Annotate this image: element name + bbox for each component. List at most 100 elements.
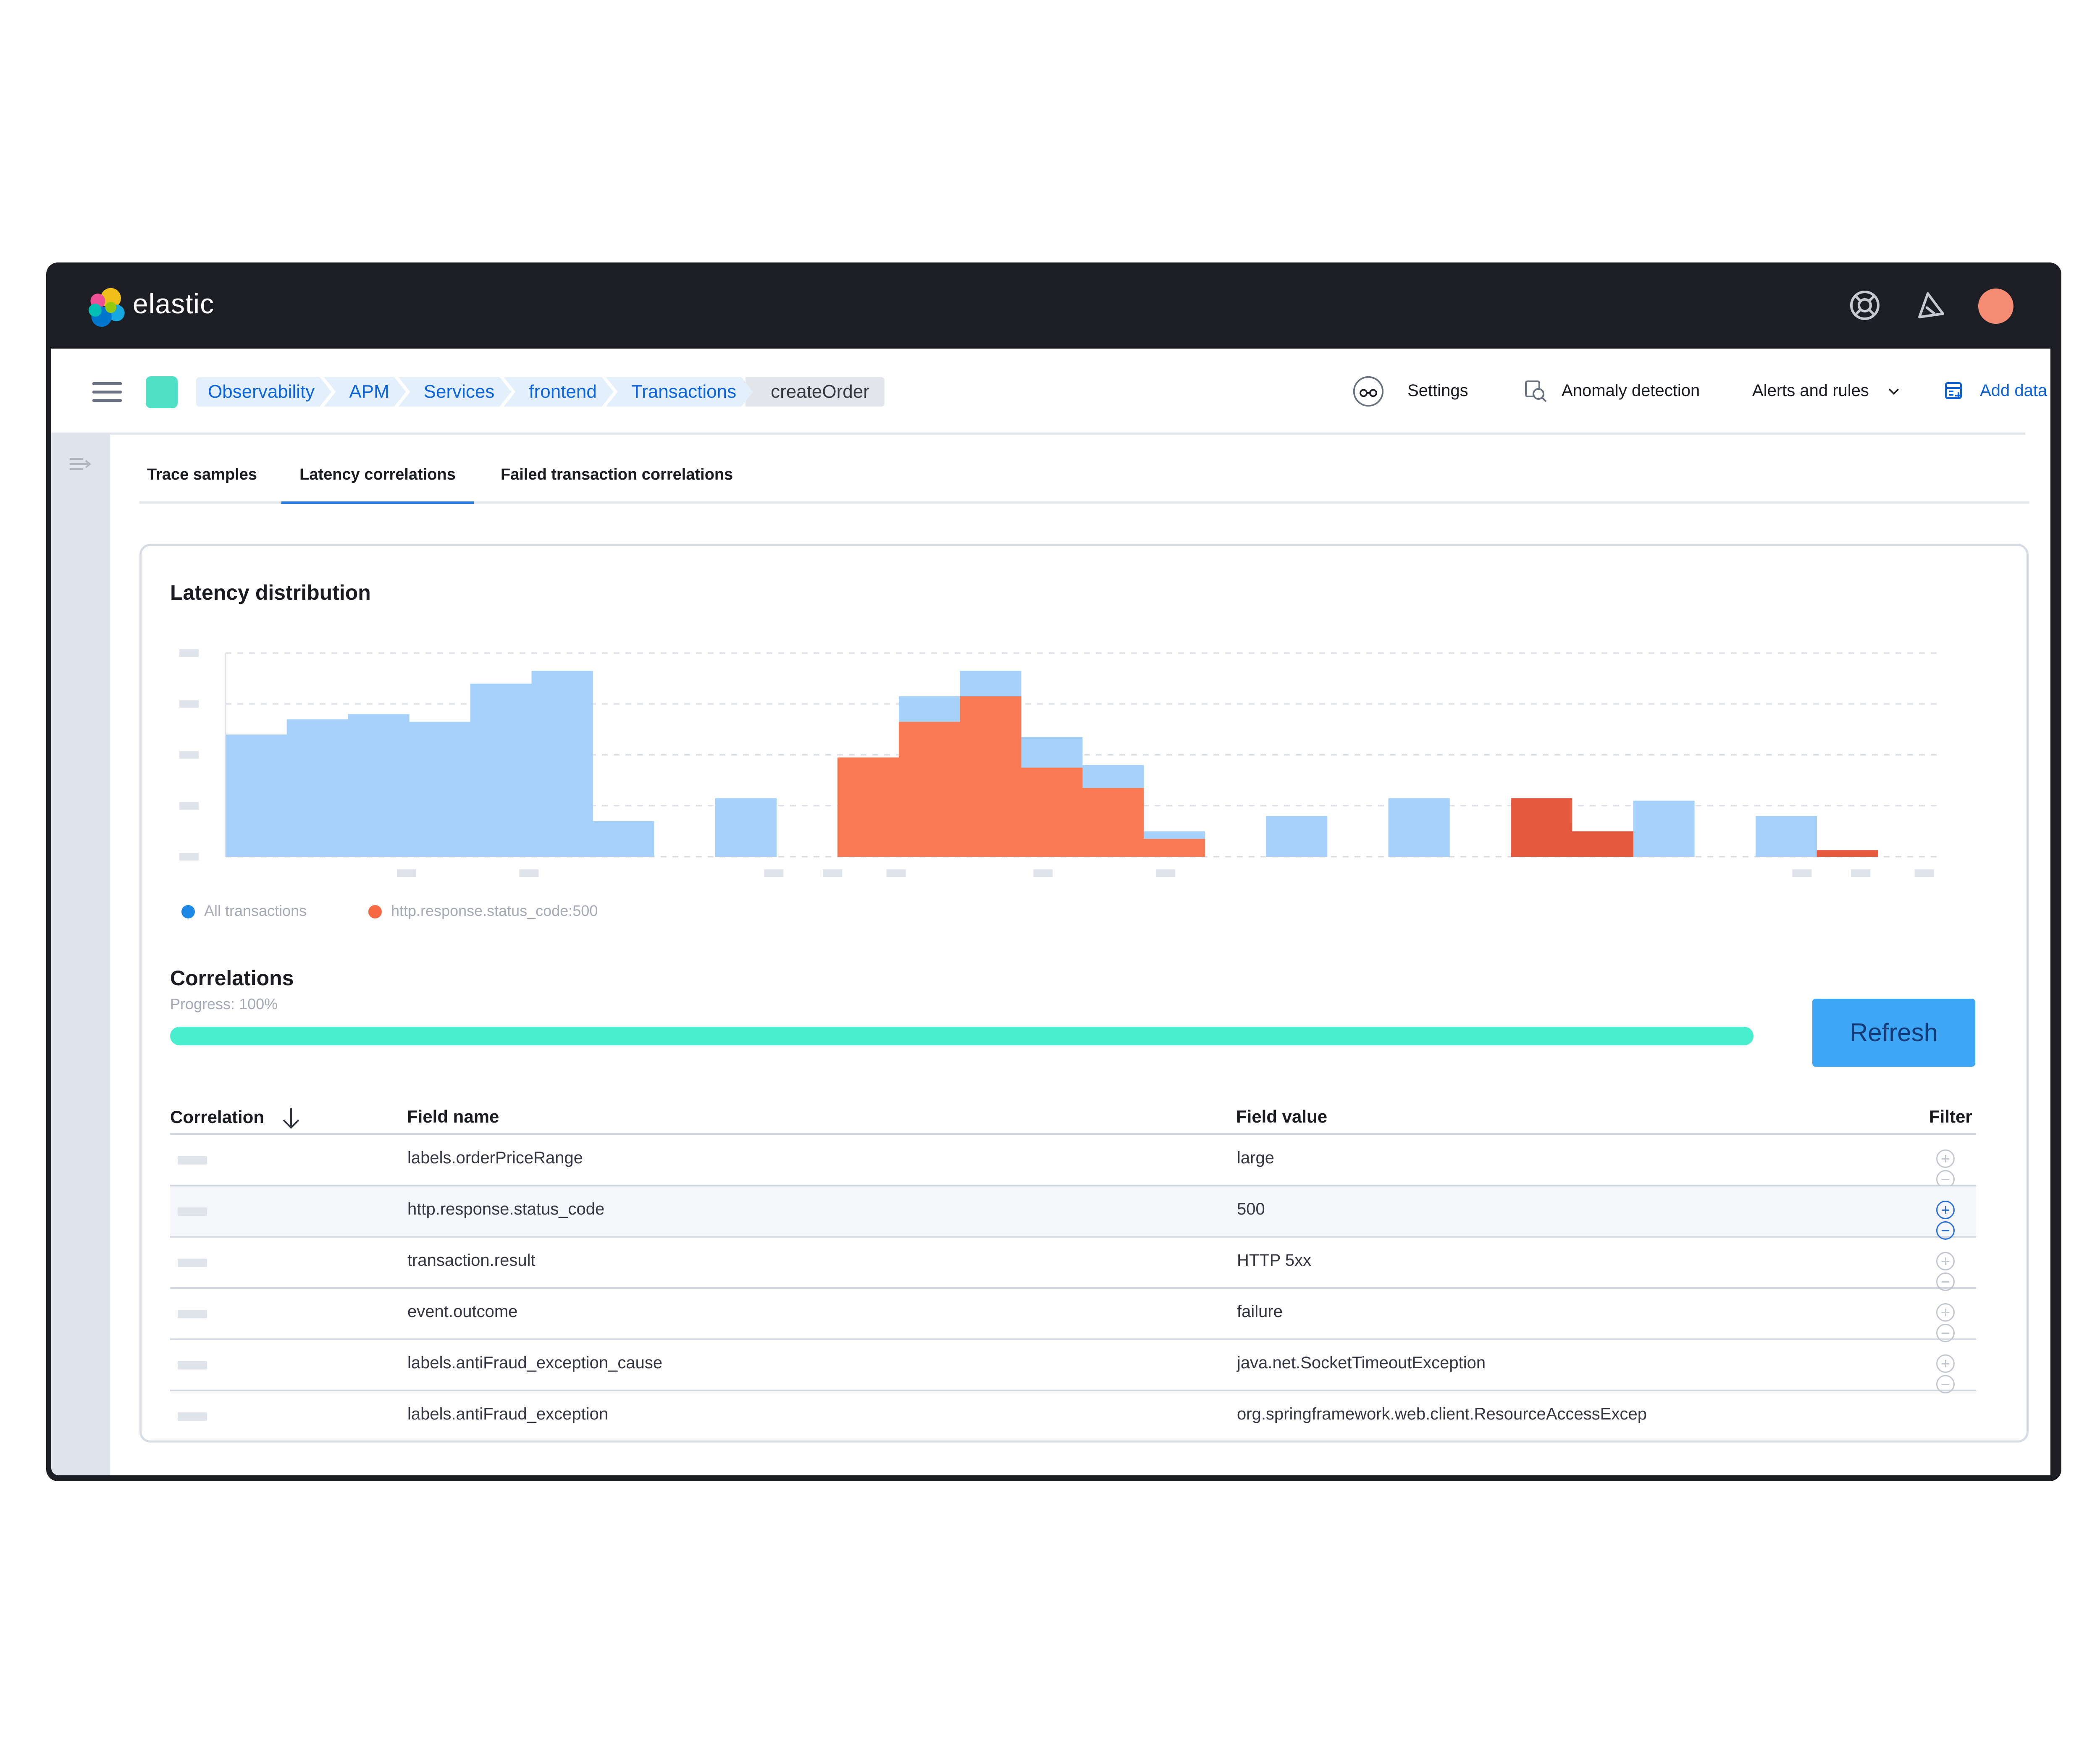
anomaly-detection-label: Anomaly detection xyxy=(1562,381,1700,400)
field-value: failure xyxy=(1237,1302,1283,1321)
breadcrumb-services[interactable]: Services xyxy=(399,377,512,407)
breadcrumb-observability[interactable]: Observability xyxy=(196,377,331,407)
progress-label: Progress: 100% xyxy=(170,995,278,1013)
filter-in-icon[interactable] xyxy=(1936,1303,1955,1322)
bar-all-transactions xyxy=(1388,798,1450,857)
bar-status-500 xyxy=(960,696,1021,857)
bar-all-transactions xyxy=(226,735,287,857)
table-row[interactable]: http.response.status_code 500 xyxy=(170,1186,1976,1240)
filter-in-icon[interactable] xyxy=(1936,1149,1955,1168)
filter-in-icon[interactable] xyxy=(1936,1252,1955,1270)
latency-distribution-title: Latency distribution xyxy=(170,581,371,604)
table-row[interactable]: event.outcome failure xyxy=(170,1289,1976,1342)
settings-label: Settings xyxy=(1407,381,1468,400)
bar-all-transactions xyxy=(1755,816,1817,857)
alerts-rules-menu[interactable]: Alerts and rules xyxy=(1752,374,1901,407)
x-tick-placeholder xyxy=(1155,869,1175,877)
top-bar: elastic xyxy=(46,262,2061,349)
correlation-value-placeholder xyxy=(178,1310,207,1318)
filter-actions xyxy=(1936,1354,1976,1396)
bar-status-500 xyxy=(1021,767,1083,857)
breadcrumb-frontend[interactable]: frontend xyxy=(504,377,613,407)
filter-out-icon[interactable] xyxy=(1936,1170,1955,1189)
column-field-value[interactable]: Field value xyxy=(1236,1107,1328,1126)
legend-status-500[interactable]: http.response.status_code:500 xyxy=(368,902,598,920)
x-tick-placeholder xyxy=(397,869,416,877)
space-avatar[interactable] xyxy=(146,376,178,408)
tab-trace-samples[interactable]: Trace samples xyxy=(147,466,257,483)
table-header-divider xyxy=(170,1133,1976,1135)
legend-dot-orange xyxy=(368,905,382,919)
filter-out-icon[interactable] xyxy=(1936,1272,1955,1291)
side-nav xyxy=(51,435,110,1475)
filter-actions xyxy=(1936,1201,1976,1242)
field-value: 500 xyxy=(1237,1200,1265,1218)
filter-out-icon[interactable] xyxy=(1936,1324,1955,1342)
x-tick-placeholder xyxy=(1851,869,1871,877)
bar-all-transactions xyxy=(470,683,532,857)
breadcrumb: Observability APM Services frontend Tran… xyxy=(196,377,885,407)
bar-all-transactions xyxy=(1266,816,1328,857)
legend-all-transactions[interactable]: All transactions xyxy=(181,902,307,920)
filter-out-icon[interactable] xyxy=(1936,1221,1955,1240)
bar-status-500 xyxy=(1816,850,1878,857)
x-tick-placeholder xyxy=(764,869,784,877)
field-name: http.response.status_code xyxy=(407,1200,605,1218)
breadcrumb-apm[interactable]: APM xyxy=(324,377,406,407)
menu-icon[interactable] xyxy=(92,382,122,403)
field-value: HTTP 5xx xyxy=(1237,1251,1312,1270)
breadcrumb-transactions[interactable]: Transactions xyxy=(606,377,753,407)
bar-all-transactions xyxy=(286,719,348,857)
bar-all-transactions xyxy=(531,671,593,857)
legend-label-500: http.response.status_code:500 xyxy=(391,902,598,919)
settings-link[interactable]: Settings xyxy=(1352,374,1468,407)
y-tick-placeholder xyxy=(179,751,199,759)
app-window: elastic Observability APM Services front… xyxy=(46,262,2061,1481)
bar-status-500 xyxy=(898,722,961,857)
field-name: event.outcome xyxy=(407,1302,518,1321)
column-correlation[interactable]: Correlation xyxy=(170,1107,301,1130)
tab-latency-correlations[interactable]: Latency correlations xyxy=(281,454,474,504)
expand-nav-icon[interactable] xyxy=(68,456,93,472)
column-field-name[interactable]: Field name xyxy=(407,1107,499,1126)
field-name: transaction.result xyxy=(407,1251,536,1270)
chevron-down-icon xyxy=(1888,388,1899,395)
table-row[interactable]: transaction.result HTTP 5xx xyxy=(170,1238,1976,1291)
table-row[interactable]: labels.antiFraud_exception org.springfra… xyxy=(170,1391,1976,1441)
y-tick-placeholder xyxy=(179,700,199,708)
bar-all-transactions xyxy=(715,798,777,857)
progress-fill xyxy=(170,1027,1754,1045)
y-tick-placeholder xyxy=(179,649,199,657)
field-value: large xyxy=(1237,1149,1274,1167)
x-tick-placeholder xyxy=(519,869,539,877)
legend-dot-blue xyxy=(181,905,195,919)
anomaly-detection-link[interactable]: Anomaly detection xyxy=(1523,374,1700,407)
tab-failed-transaction-correlations[interactable]: Failed transaction correlations xyxy=(501,466,733,483)
legend-label-all: All transactions xyxy=(204,902,307,919)
sort-arrow-down-icon xyxy=(283,1108,299,1129)
correlation-value-placeholder xyxy=(178,1361,207,1370)
bar-all-transactions xyxy=(1633,800,1695,857)
filter-in-icon[interactable] xyxy=(1936,1201,1955,1219)
filter-out-icon[interactable] xyxy=(1936,1375,1955,1393)
x-tick-placeholder xyxy=(1792,869,1812,877)
elastic-logo-icon[interactable] xyxy=(84,284,130,331)
help-icon[interactable] xyxy=(1848,289,1882,322)
brand-name: elastic xyxy=(133,288,215,319)
filter-actions xyxy=(1936,1149,1976,1191)
bar-status-500 xyxy=(1143,839,1205,857)
field-value: org.springframework.web.client.ResourceA… xyxy=(1237,1405,1647,1423)
add-data-link[interactable]: Add data xyxy=(1943,374,2047,407)
table-row[interactable]: labels.antiFraud_exception_cause java.ne… xyxy=(170,1340,1976,1393)
avatar[interactable] xyxy=(1978,289,2013,324)
filter-in-icon[interactable] xyxy=(1936,1354,1955,1373)
table-row[interactable]: labels.orderPriceRange large xyxy=(170,1135,1976,1189)
x-tick-placeholder xyxy=(886,869,906,877)
refresh-button[interactable]: Refresh xyxy=(1812,999,1975,1067)
app-header: Observability APM Services frontend Tran… xyxy=(51,349,2047,435)
field-name: labels.antiFraud_exception_cause xyxy=(407,1354,663,1372)
alerts-rules-label: Alerts and rules xyxy=(1752,381,1869,400)
newsfeed-icon[interactable] xyxy=(1914,289,1948,322)
latency-distribution-chart xyxy=(179,649,1939,877)
y-tick-placeholder xyxy=(179,853,199,861)
